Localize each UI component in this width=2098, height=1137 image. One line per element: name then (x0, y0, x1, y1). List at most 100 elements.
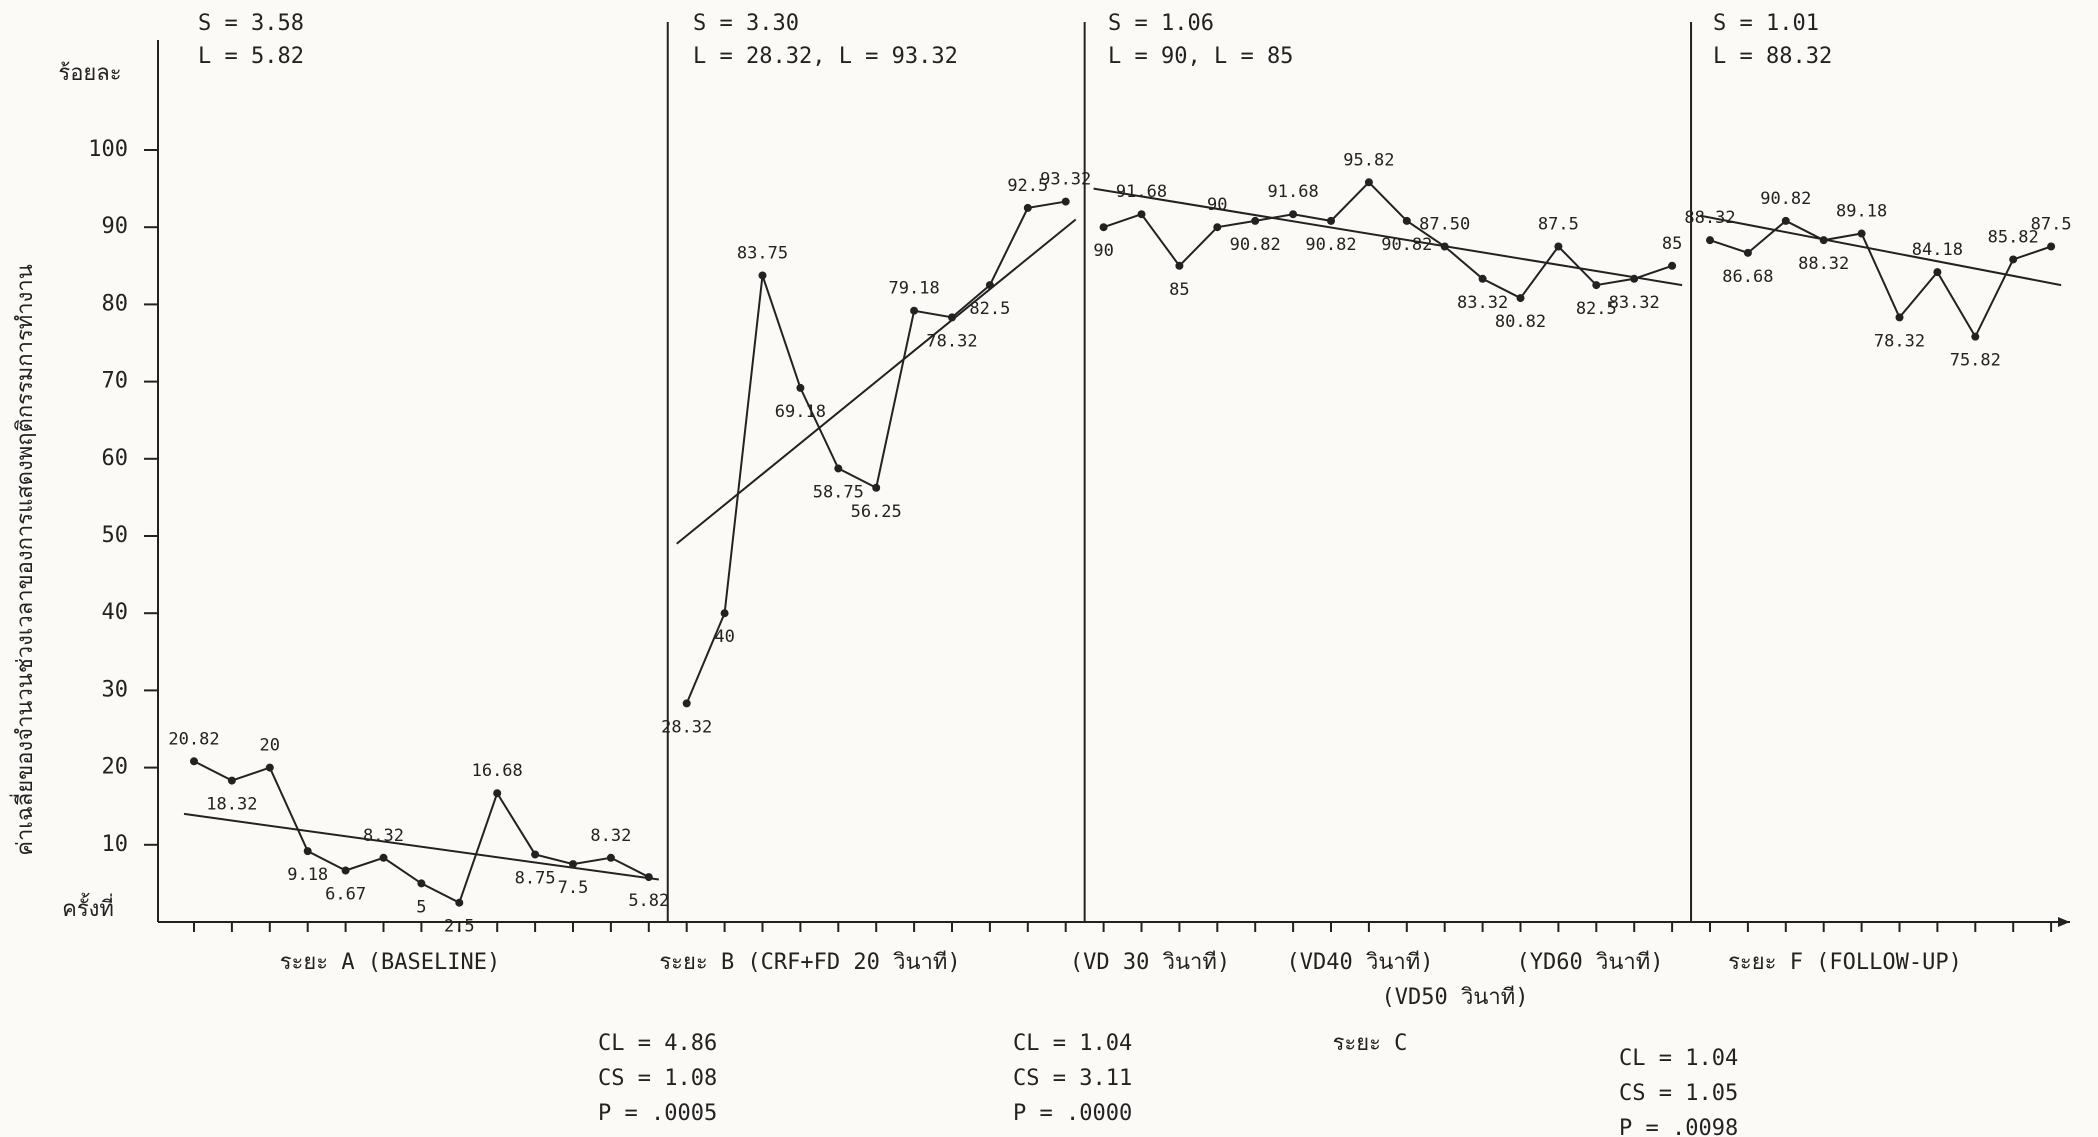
data-point (1781, 216, 1790, 225)
phase-sublabel: (VD 30 วินาที) (1070, 950, 1230, 975)
data-label: 40 (714, 627, 734, 647)
data-label: 5 (416, 897, 426, 917)
phase-stat: S = 1.01 (1713, 11, 1819, 36)
y-tick-label: 10 (102, 832, 129, 857)
data-label: 93.32 (1040, 170, 1091, 190)
trend-line (676, 218, 1077, 545)
data-point (1364, 178, 1373, 187)
data-label: 8.32 (363, 826, 404, 846)
data-point (1516, 294, 1525, 303)
data-point (1251, 216, 1260, 225)
data-label: 86.68 (1722, 267, 1773, 287)
data-label: 90 (1093, 241, 1113, 261)
data-label: 82.5 (1576, 299, 1617, 319)
data-point (417, 879, 426, 888)
data-point (1554, 242, 1563, 251)
phase-stat: S = 1.06 (1108, 11, 1214, 36)
data-point (948, 313, 956, 322)
data-point (758, 271, 767, 280)
data-point (2047, 242, 2056, 251)
data-label: 90.82 (1230, 235, 1281, 255)
y-axis-title: ค่าเฉลี่ยของจำนวนช่วงเวลาของการแสดงพฤติก… (9, 264, 38, 856)
data-point (341, 866, 350, 875)
data-label: 2.5 (444, 917, 475, 937)
data-point (644, 873, 653, 882)
data-label: 7.5 (558, 878, 589, 898)
data-point (1819, 236, 1828, 245)
data-label: 16.68 (472, 761, 523, 781)
data-point (1061, 197, 1070, 206)
data-line (1103, 180, 1673, 300)
data-label: 6.67 (325, 885, 366, 905)
data-point (720, 609, 729, 618)
comparison-stat: P = .0005 (598, 1101, 717, 1126)
phase-sublabel: (VD50 วินาที) (1382, 985, 1529, 1010)
data-point (227, 776, 236, 785)
data-label: 8.32 (590, 826, 631, 846)
data-point (1630, 274, 1639, 283)
phase-stat: L = 90, L = 85 (1108, 44, 1293, 69)
data-label: 88.32 (1798, 254, 1849, 274)
phase-label: ระยะ C (1333, 1031, 1408, 1056)
y-tick-label: 60 (102, 446, 129, 471)
data-point (1857, 229, 1866, 238)
data-label: 89.18 (1836, 202, 1887, 222)
data-label: 28.32 (661, 717, 712, 737)
data-point (455, 898, 464, 907)
data-label: 8.75 (515, 868, 556, 888)
data-point (1023, 203, 1032, 212)
comparison-stat: P = .0098 (1619, 1116, 1738, 1137)
phase-label: ระยะ F (FOLLOW-UP) (1728, 950, 1962, 975)
data-label: 83.32 (1609, 293, 1660, 313)
data-point (1933, 268, 1942, 277)
phase-sublabel: (YD60 วินาที) (1517, 950, 1664, 975)
data-label: 80.82 (1495, 312, 1546, 332)
trend-line (1699, 214, 2062, 287)
phase-stat: S = 3.58 (198, 11, 304, 36)
comparison-stat: CS = 1.08 (598, 1066, 717, 1091)
data-point (1971, 332, 1980, 341)
data-point (1440, 242, 1449, 251)
data-label: 83.75 (737, 243, 788, 263)
data-point (985, 281, 994, 290)
phase-stat: L = 28.32, L = 93.32 (693, 44, 958, 69)
data-label: 85 (1169, 280, 1189, 300)
data-point (606, 853, 615, 862)
data-label: 87.5 (1538, 215, 1579, 235)
y-tick-label: 40 (102, 600, 129, 625)
data-label: 79.18 (889, 279, 940, 299)
data-point (493, 789, 502, 798)
comparison-stat: P = .0000 (1013, 1101, 1132, 1126)
phase-stat: L = 5.82 (198, 44, 304, 69)
data-label: 87.5 (2031, 215, 2072, 235)
data-label: 58.75 (813, 482, 864, 502)
data-point (1895, 313, 1904, 322)
data-label: 84.18 (1912, 240, 1963, 260)
data-label: 88.32 (1684, 208, 1735, 228)
data-label: 82.5 (969, 299, 1010, 319)
data-point (1175, 261, 1184, 270)
x-axis-unit: ครั้งที่ (62, 893, 114, 922)
data-point (569, 860, 577, 869)
data-point (265, 763, 274, 772)
data-label: 90 (1207, 195, 1227, 215)
data-label: 90.82 (1381, 235, 1432, 255)
data-point (1592, 281, 1601, 290)
data-point (682, 699, 691, 708)
data-point (1213, 223, 1222, 232)
trend-line (183, 812, 659, 881)
phase-label: ระยะ A (BASELINE) (280, 950, 501, 975)
data-label: 20 (260, 736, 280, 756)
comparison-stat: CL = 1.04 (1619, 1046, 1738, 1071)
trend-line (1093, 187, 1683, 287)
y-tick-label: 20 (102, 755, 129, 780)
data-label: 69.18 (775, 402, 826, 422)
data-label: 85 (1662, 234, 1682, 254)
phase-stat: L = 88.32 (1713, 44, 1832, 69)
data-label: 9.18 (287, 865, 328, 885)
y-tick-label: 30 (102, 677, 129, 702)
data-point (1402, 216, 1411, 225)
data-point (2009, 255, 2018, 264)
data-point (796, 383, 805, 392)
